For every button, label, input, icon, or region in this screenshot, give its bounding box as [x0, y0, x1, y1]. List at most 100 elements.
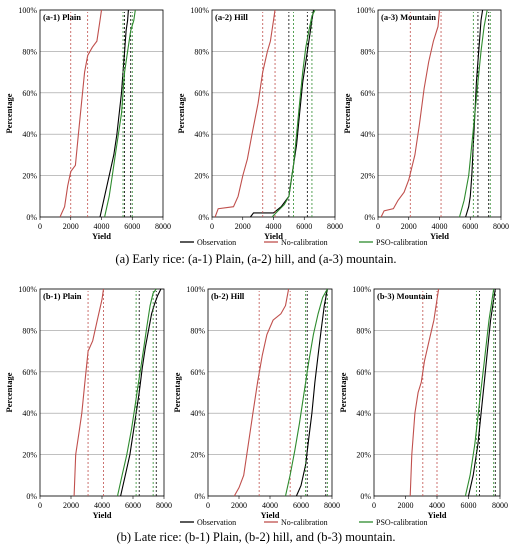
- series-line-pso-calibration: [116, 288, 157, 497]
- series-line-pso-calibration: [464, 288, 495, 497]
- y-tick-label: 0%: [360, 492, 371, 501]
- plot-frame: [207, 288, 333, 497]
- x-axis-label: Yield: [430, 231, 449, 241]
- series-line-no-calibration: [59, 9, 103, 218]
- x-tick-label: 6000: [462, 222, 478, 231]
- x-tick-label: 4000: [432, 222, 448, 231]
- series-line-observation: [249, 9, 315, 218]
- y-tick-label: 100%: [190, 6, 209, 15]
- x-axis-label: Yield: [264, 231, 283, 241]
- x-tick-label: 6000: [125, 501, 141, 510]
- x-tick-label: 2000: [235, 222, 251, 231]
- y-axis-label: Percentage: [4, 93, 14, 133]
- caption-early-rice: (a) Early rice: (a-1) Plain, (a-2) hill,…: [115, 252, 397, 266]
- x-tick-label: 4000: [429, 501, 445, 510]
- x-tick-label: 0: [38, 222, 42, 231]
- y-tick-label: 40%: [194, 130, 209, 139]
- series-line-no-calibration: [409, 288, 440, 497]
- caption-late-rice: (b) Late rice: (b-1) Plain, (b-2) hill, …: [116, 530, 396, 544]
- series-line-no-calibration: [380, 9, 441, 218]
- panel-title: (a-3) Mountain: [381, 12, 436, 22]
- x-tick-label: 0: [38, 501, 42, 510]
- plot-frame: [39, 9, 164, 218]
- y-axis-label: Percentage: [342, 93, 352, 133]
- y-tick-label: 0%: [364, 213, 375, 222]
- series-line-pso-calibration: [284, 288, 328, 497]
- x-tick-label: 2000: [401, 222, 417, 231]
- y-tick-label: 100%: [18, 285, 37, 294]
- y-tick-label: 60%: [356, 368, 371, 377]
- y-axis-label: Percentage: [176, 93, 186, 133]
- plot-frame: [39, 288, 165, 497]
- chart-panel-3: 0% 20% 40% 60% 80% 100% 0 2000 4000 6000 8000 (a-3)…: [342, 6, 509, 241]
- series-line-no-calibration: [73, 288, 105, 497]
- y-tick-label: 20%: [356, 451, 371, 460]
- y-tick-label: 20%: [22, 451, 37, 460]
- y-tick-label: 60%: [194, 89, 209, 98]
- x-tick-label: 0: [210, 222, 214, 231]
- y-tick-label: 0%: [26, 492, 37, 501]
- x-tick-label: 4000: [94, 222, 110, 231]
- panel-title: (b-2) Hill: [211, 291, 245, 301]
- chart-panel-4: 0% 20% 40% 60% 80% 100% 0 2000 4000 6000 8000 (b-1)…: [4, 285, 172, 520]
- x-axis-label: Yield: [92, 510, 111, 520]
- y-tick-label: 80%: [190, 326, 205, 335]
- x-axis-label: Yield: [92, 231, 111, 241]
- x-tick-label: 2000: [231, 501, 247, 510]
- x-tick-label: 8000: [493, 222, 509, 231]
- y-tick-label: 60%: [360, 89, 375, 98]
- x-tick-label: 6000: [124, 222, 140, 231]
- panel-title: (a-1) Plain: [43, 12, 81, 22]
- y-tick-label: 40%: [190, 409, 205, 418]
- y-tick-label: 100%: [356, 6, 375, 15]
- series-line-observation: [120, 288, 162, 497]
- legend-a: Observation No-calibration PSO-calibration: [180, 238, 428, 247]
- panel-title: (b-1) Plain: [43, 291, 82, 301]
- y-tick-label: 0%: [198, 213, 209, 222]
- x-tick-label: 4000: [94, 501, 110, 510]
- y-axis-label: Percentage: [338, 372, 348, 412]
- panel-title: (a-2) Hill: [215, 12, 248, 22]
- series-line-pso-calibration: [104, 9, 136, 218]
- legend-label: PSO-calibration: [376, 518, 428, 527]
- y-tick-label: 40%: [360, 130, 375, 139]
- x-tick-label: 6000: [296, 222, 312, 231]
- x-tick-label: 2000: [398, 501, 414, 510]
- series-line-pso-calibration: [458, 9, 488, 218]
- legend-label: No-calibration: [281, 238, 328, 247]
- chart-panel-2: 0% 20% 40% 60% 80% 100% 0 2000 4000 6000 8000 (a-2)…: [176, 6, 343, 241]
- x-axis-label: Yield: [260, 510, 279, 520]
- x-tick-label: 6000: [461, 501, 477, 510]
- x-tick-label: 6000: [293, 501, 309, 510]
- series-line-observation: [295, 288, 328, 497]
- series-line-no-calibration: [214, 9, 276, 218]
- chart-panel-5: 0% 20% 40% 60% 80% 100% 0 2000 4000 6000 8000 (b-2)…: [172, 285, 340, 520]
- series-line-no-calibration: [233, 288, 290, 497]
- y-tick-label: 20%: [190, 451, 205, 460]
- y-tick-label: 100%: [186, 285, 205, 294]
- series-line-observation: [465, 9, 484, 218]
- y-tick-label: 20%: [22, 172, 37, 181]
- x-tick-label: 0: [372, 501, 376, 510]
- series-line-pso-calibration: [271, 9, 316, 218]
- y-tick-label: 80%: [22, 326, 37, 335]
- x-tick-label: 8000: [155, 222, 171, 231]
- y-axis-label: Percentage: [4, 372, 14, 412]
- y-tick-label: 60%: [22, 89, 37, 98]
- series-line-observation: [99, 9, 129, 218]
- x-tick-label: 2000: [63, 222, 79, 231]
- x-tick-label: 2000: [63, 501, 79, 510]
- legend-label: PSO-calibration: [376, 238, 428, 247]
- x-tick-label: 8000: [327, 222, 343, 231]
- y-tick-label: 0%: [26, 213, 37, 222]
- y-tick-label: 0%: [194, 492, 205, 501]
- legend-label: Observation: [197, 238, 236, 247]
- y-tick-label: 100%: [352, 285, 371, 294]
- y-tick-label: 20%: [360, 172, 375, 181]
- legend-b: Observation No-calibration PSO-calibration: [180, 518, 428, 527]
- y-axis-label: Percentage: [172, 372, 182, 412]
- x-tick-label: 4000: [266, 222, 282, 231]
- series-line-observation: [467, 288, 496, 497]
- panel-title: (b-3) Mountain: [377, 291, 433, 301]
